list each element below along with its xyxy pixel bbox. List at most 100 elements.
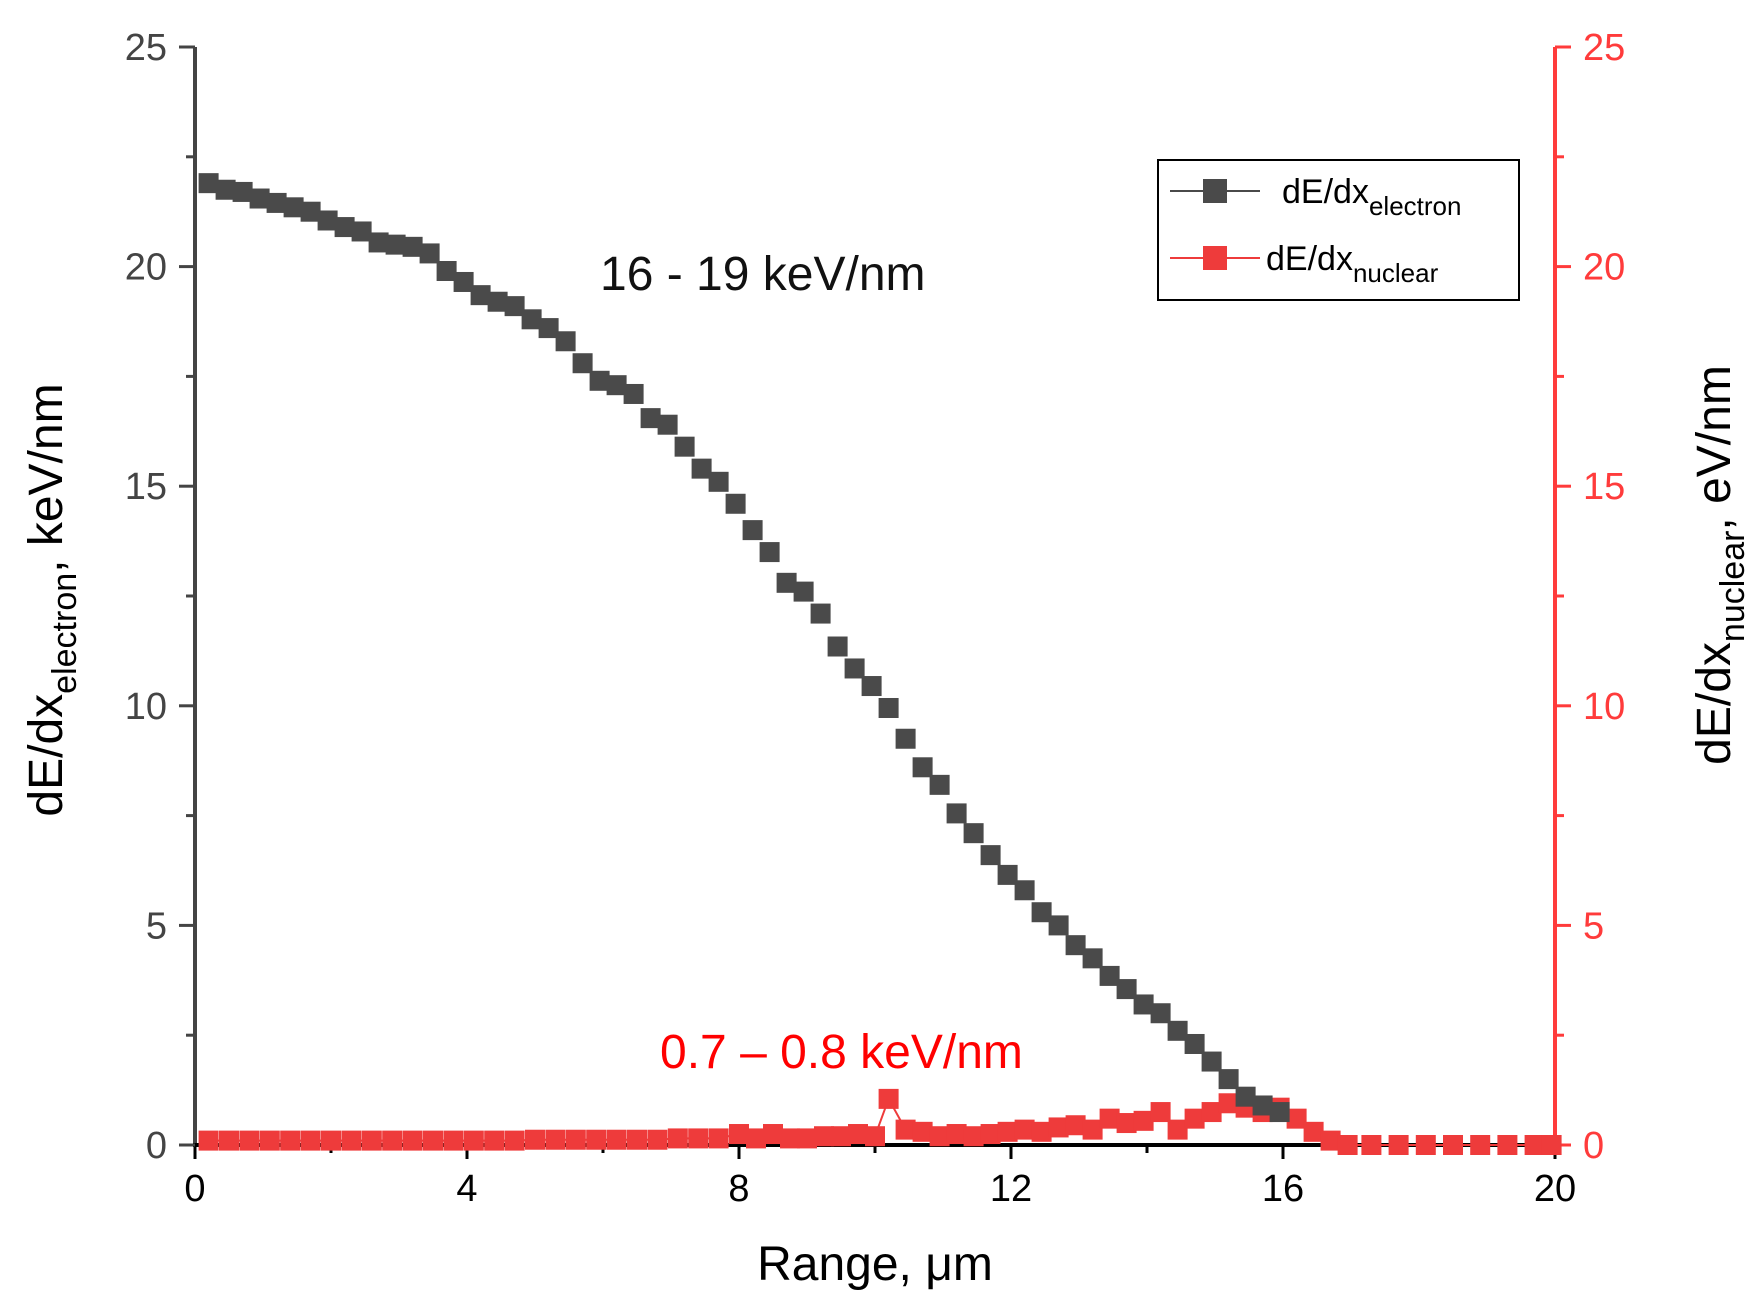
data-point-electron: [606, 375, 627, 396]
x-tick-label: 0: [184, 1168, 205, 1210]
data-point-nuclear: [545, 1129, 566, 1150]
data-point-nuclear: [1303, 1121, 1324, 1142]
data-point-nuclear: [239, 1130, 260, 1151]
data-point-nuclear: [895, 1119, 916, 1140]
data-point-electron: [997, 864, 1018, 885]
data-point-electron: [776, 572, 797, 593]
data-point-nuclear: [606, 1129, 627, 1150]
data-point-nuclear: [1337, 1135, 1358, 1155]
data-point-nuclear: [463, 1130, 484, 1151]
data-point-nuclear: [259, 1130, 280, 1151]
data-point-nuclear: [198, 1130, 219, 1151]
data-point-electron: [266, 192, 287, 213]
data-point-nuclear: [1361, 1135, 1382, 1155]
data-point-nuclear: [1031, 1121, 1052, 1142]
data-point-electron: [640, 408, 661, 429]
data-point-electron: [572, 353, 593, 374]
data-point-nuclear: [423, 1130, 443, 1151]
data-point-nuclear: [382, 1130, 403, 1151]
data-point-nuclear: [1497, 1135, 1518, 1155]
left-y-tick-label: 10: [125, 686, 167, 728]
data-point-electron: [1252, 1095, 1273, 1116]
data-point-nuclear: [1541, 1135, 1562, 1155]
right-y-axis-title-unit: , eV/nm: [1688, 365, 1741, 530]
series-electron: [198, 173, 1290, 1123]
left-y-axis-title: dE/dxelectron, keV/nm: [20, 383, 84, 816]
series-nuclear: [198, 1088, 1562, 1155]
data-point-nuclear: [484, 1130, 505, 1151]
legend-label-electron-sub: electron: [1369, 191, 1462, 221]
left-y-tick-label: 20: [125, 247, 167, 289]
data-point-nuclear: [1150, 1102, 1171, 1123]
data-point-nuclear: [1116, 1113, 1137, 1134]
right-y-axis-title-main: dE/dx: [1688, 642, 1741, 765]
right-y-tick-label: 10: [1583, 686, 1625, 728]
data-point-electron: [368, 232, 389, 253]
data-point-electron: [1048, 915, 1069, 936]
data-point-electron: [793, 581, 814, 602]
data-point-electron: [1116, 979, 1137, 1000]
data-point-nuclear: [980, 1124, 1001, 1145]
data-point-electron: [895, 728, 916, 749]
data-point-electron: [283, 197, 304, 218]
legend: dE/dxelectron dE/dxnuclear: [1157, 159, 1520, 301]
right-y-axis-title-sub: nuclear: [1714, 531, 1752, 643]
axis-ticks: [179, 45, 1571, 1159]
data-point-nuclear: [912, 1121, 933, 1142]
data-point-nuclear: [361, 1130, 382, 1151]
data-point-nuclear: [946, 1124, 967, 1145]
data-point-nuclear: [763, 1124, 783, 1145]
data-point-nuclear: [1133, 1110, 1154, 1131]
data-point-electron: [878, 697, 899, 718]
data-point-nuclear: [780, 1128, 800, 1149]
x-tick-label: 16: [1262, 1168, 1304, 1210]
data-point-electron: [1150, 1003, 1171, 1024]
right-y-tick-label: 20: [1583, 247, 1625, 289]
x-tick-label: 8: [728, 1168, 749, 1210]
data-point-electron: [436, 260, 457, 281]
data-point-electron: [334, 217, 355, 238]
data-point-nuclear: [929, 1126, 950, 1147]
data-point-nuclear: [997, 1121, 1018, 1142]
data-point-electron: [912, 757, 933, 778]
legend-label-nuclear: dE/dxnuclear: [1266, 240, 1439, 288]
data-point-nuclear: [729, 1124, 749, 1145]
right-y-tick-label: 0: [1583, 1125, 1604, 1167]
data-point-electron: [1099, 965, 1120, 986]
data-point-nuclear: [443, 1130, 464, 1151]
data-point-nuclear: [1065, 1115, 1086, 1136]
data-point-electron: [844, 658, 865, 679]
data-point-nuclear: [627, 1129, 647, 1150]
data-point-nuclear: [688, 1128, 709, 1149]
legend-label-electron-main: dE/dx: [1282, 173, 1369, 211]
data-point-electron: [861, 676, 882, 697]
data-point-nuclear: [1167, 1119, 1188, 1140]
data-point-electron: [674, 436, 695, 457]
right-y-axis-title: dE/dxnuclear, eV/nm: [1688, 365, 1752, 765]
data-point-nuclear: [746, 1128, 766, 1149]
data-point-nuclear: [1201, 1102, 1222, 1123]
data-point-electron: [487, 291, 508, 312]
data-point-electron: [1031, 902, 1052, 923]
data-point-nuclear: [1443, 1135, 1463, 1155]
data-point-electron: [198, 173, 219, 194]
data-point-nuclear: [1218, 1093, 1239, 1114]
left-y-axis-title-unit: , keV/nm: [20, 383, 73, 572]
annotation-electron-range: 16 - 19 keV/nm: [600, 248, 926, 301]
data-point-nuclear: [1082, 1119, 1103, 1140]
legend-label-electron: dE/dxelectron: [1282, 173, 1461, 221]
data-point-electron: [385, 234, 406, 255]
data-point-electron: [725, 493, 746, 514]
data-point-nuclear: [586, 1129, 607, 1150]
left-y-tick-label: 25: [125, 27, 167, 69]
data-point-nuclear: [1099, 1108, 1120, 1129]
data-point-electron: [300, 201, 321, 222]
data-point-electron: [657, 414, 678, 435]
data-point-electron: [521, 309, 542, 330]
data-point-electron: [623, 383, 644, 404]
data-point-electron: [691, 458, 712, 479]
data-point-electron: [929, 774, 950, 795]
data-point-nuclear: [1388, 1135, 1409, 1155]
left-y-axis-title-main: dE/dx: [20, 694, 73, 817]
